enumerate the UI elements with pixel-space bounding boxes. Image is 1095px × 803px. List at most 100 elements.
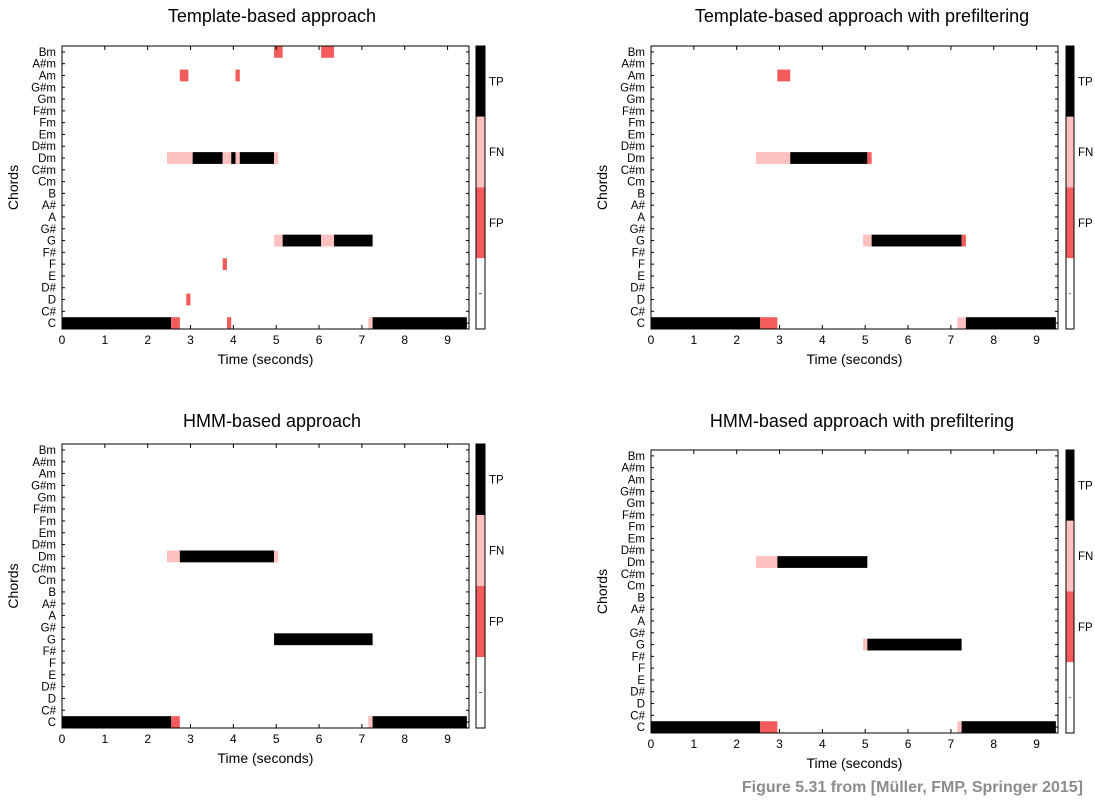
y-tick-label: F# — [632, 247, 646, 259]
y-tick-label: A — [637, 212, 645, 224]
y-tick-label: D# — [41, 682, 56, 694]
y-tick-label: G# — [630, 628, 646, 640]
y-tick-label: F — [638, 663, 645, 675]
x-tick-label: 0 — [648, 333, 655, 347]
y-tick-label: G# — [41, 622, 57, 634]
y-tick-label: C — [637, 318, 645, 330]
segment-tp — [179, 550, 275, 563]
y-tick-label: G — [47, 236, 56, 248]
x-tick-label: 0 — [59, 333, 66, 347]
x-tick-label: 8 — [401, 732, 408, 746]
segment-fp — [321, 46, 335, 58]
chart-panel-4: HMM-based approach with prefilteringCC#D… — [594, 411, 1093, 771]
x-tick-label: 2 — [144, 333, 151, 347]
plot-frame — [61, 45, 470, 330]
colorbar-label-fn: FN — [489, 546, 504, 558]
y-tick-label: G — [636, 236, 645, 248]
x-tick-label: 5 — [273, 732, 280, 746]
plot-frame — [650, 449, 1059, 734]
y-tick-label: A — [48, 611, 56, 623]
x-tick-label: 2 — [733, 737, 740, 751]
x-tick-label: 1 — [101, 732, 108, 746]
colorbar-fn — [476, 116, 485, 188]
y-tick-label: Cm — [38, 575, 56, 587]
segment-fn — [368, 716, 373, 728]
x-tick-label: 7 — [948, 737, 955, 751]
y-tick-label: D — [48, 693, 56, 705]
segment-tp — [790, 152, 868, 164]
colorbar-label-fn: FN — [1078, 551, 1093, 563]
segment-tp — [965, 317, 1056, 329]
colorbar-fn — [1066, 116, 1074, 188]
y-tick-label: A — [48, 212, 56, 224]
colorbar-tp — [1066, 450, 1074, 521]
y-tick-label: Am — [628, 474, 645, 486]
colorbar-label-tp: TP — [489, 475, 504, 487]
y-tick-label: C# — [630, 306, 645, 318]
y-tick-label: C#m — [32, 165, 56, 177]
y-tick-label: F# — [43, 247, 57, 259]
segment-tp — [651, 721, 761, 733]
x-tick-label: 6 — [316, 732, 323, 746]
colorbar-frame — [1065, 45, 1075, 330]
y-tick-label: Cm — [627, 581, 645, 593]
y-tick-label: B — [637, 592, 645, 604]
y-tick-label: A# — [42, 599, 57, 611]
colorbar-fp — [476, 586, 485, 657]
x-tick-label: 2 — [144, 732, 151, 746]
y-tick-label: C — [637, 722, 645, 734]
colorbar-frame — [475, 45, 486, 330]
segment-tp — [871, 234, 962, 247]
y-tick-label: G — [47, 634, 56, 646]
segment-fn — [274, 152, 279, 164]
y-tick-label: D#m — [32, 141, 56, 153]
y-tick-label: C#m — [621, 165, 645, 177]
colorbar-frame — [475, 443, 486, 729]
y-axis-label: Chords — [5, 165, 21, 210]
y-tick-label: Gm — [37, 94, 56, 106]
plot-area — [62, 444, 469, 728]
y-tick-label: Em — [628, 129, 645, 141]
plot-frame — [650, 45, 1059, 330]
y-tick-label: G#m — [31, 480, 56, 492]
y-tick-label: Bm — [39, 445, 56, 457]
figure-caption: Figure 5.31 from [Müller, FMP, Springer … — [741, 779, 1083, 796]
y-tick-label: G# — [41, 224, 57, 236]
y-tick-label: Dm — [627, 557, 645, 569]
y-tick-label: Em — [39, 129, 56, 141]
y-tick-label: A#m — [32, 59, 56, 71]
colorbar-tp — [476, 46, 485, 117]
segment-fp — [222, 258, 227, 271]
x-tick-label: 0 — [59, 732, 66, 746]
y-tick-label: E — [637, 271, 645, 283]
x-tick-label: 3 — [187, 333, 194, 347]
colorbar-tp — [1066, 46, 1074, 117]
x-tick-label: 4 — [230, 732, 237, 746]
segment-fp — [274, 46, 283, 58]
y-tick-label: D#m — [32, 540, 56, 552]
y-tick-label: Gm — [626, 498, 645, 510]
y-tick-label: A — [637, 616, 645, 628]
y-tick-label: Fm — [39, 516, 56, 528]
y-tick-label: E — [48, 271, 56, 283]
segment-fn — [166, 550, 180, 563]
x-tick-label: 8 — [990, 737, 997, 751]
x-tick-label: 3 — [187, 732, 194, 746]
x-tick-label: 6 — [905, 737, 912, 751]
y-tick-label: Am — [39, 70, 56, 82]
segment-fn — [755, 556, 778, 568]
segment-fn — [755, 152, 791, 164]
segment-fn — [274, 234, 283, 247]
y-tick-label: G# — [630, 224, 646, 236]
y-tick-label: Fm — [39, 118, 56, 130]
y-tick-label: G#m — [620, 486, 645, 498]
x-tick-label: 6 — [316, 333, 323, 347]
x-tick-label: 9 — [1033, 737, 1040, 751]
y-tick-label: B — [48, 188, 56, 200]
colorbar-fp — [476, 187, 485, 259]
segment-tp — [961, 721, 1056, 733]
chart-panel-1: Template-based approachCC#DD#EFF#GG#AA#B… — [5, 6, 504, 367]
segment-tp — [62, 317, 172, 329]
y-tick-label: F#m — [622, 510, 645, 522]
